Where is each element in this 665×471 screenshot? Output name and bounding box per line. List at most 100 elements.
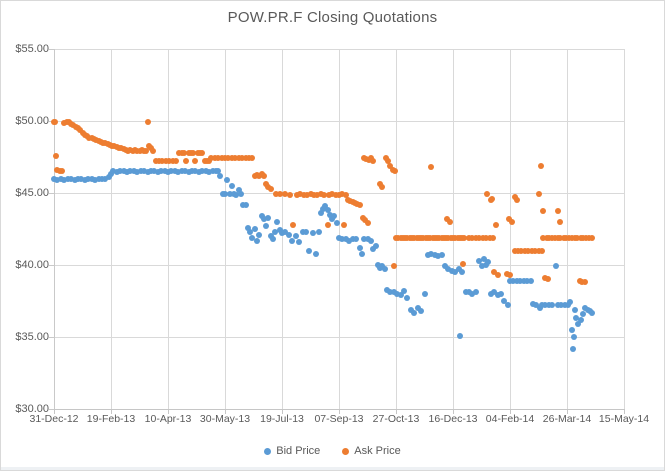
data-point-bid-price[interactable]	[414, 305, 421, 312]
data-point-ask-price[interactable]	[150, 148, 157, 155]
data-point-ask-price[interactable]	[235, 155, 242, 162]
data-point-ask-price[interactable]	[489, 234, 496, 241]
data-point-bid-price[interactable]	[238, 191, 244, 198]
data-point-ask-price[interactable]	[208, 155, 215, 162]
data-point-bid-price[interactable]	[263, 223, 269, 230]
data-point-bid-price[interactable]	[235, 187, 242, 194]
data-point-ask-price[interactable]	[329, 191, 336, 198]
data-point-bid-price[interactable]	[265, 214, 272, 221]
data-point-ask-price[interactable]	[476, 234, 483, 241]
data-point-bid-price[interactable]	[455, 266, 462, 273]
data-point-ask-price[interactable]	[521, 247, 528, 254]
data-point-ask-price[interactable]	[513, 197, 520, 204]
data-point-ask-price[interactable]	[479, 235, 486, 242]
data-point-bid-price[interactable]	[175, 169, 182, 176]
data-point-bid-price[interactable]	[480, 256, 487, 263]
data-point-bid-price[interactable]	[317, 210, 324, 217]
data-point-bid-price[interactable]	[233, 192, 240, 199]
data-point-ask-price[interactable]	[260, 172, 267, 179]
data-point-ask-price[interactable]	[538, 248, 545, 255]
data-point-bid-price[interactable]	[296, 239, 303, 245]
data-point-bid-price[interactable]	[554, 302, 561, 309]
data-point-ask-price[interactable]	[290, 221, 297, 228]
data-point-bid-price[interactable]	[472, 289, 479, 296]
data-point-ask-price[interactable]	[568, 234, 575, 241]
data-point-ask-price[interactable]	[183, 158, 190, 165]
data-point-ask-price[interactable]	[166, 157, 173, 164]
data-point-ask-price[interactable]	[580, 235, 586, 242]
data-point-bid-price[interactable]	[397, 292, 404, 299]
data-point-bid-price[interactable]	[165, 169, 171, 176]
data-point-ask-price[interactable]	[491, 269, 497, 276]
data-point-bid-price[interactable]	[459, 269, 466, 276]
data-point-ask-price[interactable]	[339, 191, 346, 198]
data-point-ask-price[interactable]	[325, 192, 332, 199]
data-point-bid-price[interactable]	[545, 302, 552, 309]
data-point-bid-price[interactable]	[141, 168, 148, 175]
data-point-bid-price[interactable]	[113, 169, 120, 176]
data-point-bid-price[interactable]	[485, 259, 492, 266]
data-point-bid-price[interactable]	[524, 277, 531, 284]
data-point-bid-price[interactable]	[445, 266, 452, 273]
data-point-ask-price[interactable]	[273, 190, 280, 197]
data-point-bid-price[interactable]	[182, 168, 189, 175]
data-point-ask-price[interactable]	[494, 272, 501, 279]
data-point-ask-price[interactable]	[242, 155, 249, 162]
data-point-bid-price[interactable]	[313, 250, 320, 257]
data-point-bid-price[interactable]	[117, 168, 124, 175]
data-point-bid-price[interactable]	[418, 308, 425, 315]
data-point-bid-price[interactable]	[411, 309, 418, 316]
data-point-bid-price[interactable]	[448, 267, 455, 274]
data-point-bid-price[interactable]	[558, 302, 565, 309]
data-point-bid-price[interactable]	[577, 316, 584, 323]
data-point-bid-price[interactable]	[358, 250, 365, 257]
data-point-bid-price[interactable]	[336, 234, 342, 241]
data-point-ask-price[interactable]	[585, 234, 592, 241]
data-point-ask-price[interactable]	[428, 164, 435, 171]
data-point-ask-price[interactable]	[222, 155, 228, 162]
data-point-bid-price[interactable]	[487, 290, 494, 297]
data-point-bid-price[interactable]	[108, 171, 114, 178]
data-point-ask-price[interactable]	[509, 218, 516, 225]
data-point-bid-price[interactable]	[228, 182, 235, 189]
data-point-bid-price[interactable]	[421, 290, 428, 297]
data-point-bid-price[interactable]	[144, 169, 151, 176]
data-point-bid-price[interactable]	[282, 228, 289, 235]
data-point-ask-price[interactable]	[336, 192, 342, 199]
data-point-bid-price[interactable]	[435, 253, 442, 260]
data-point-bid-price[interactable]	[195, 169, 202, 176]
data-point-bid-price[interactable]	[339, 236, 346, 243]
data-point-ask-price[interactable]	[152, 157, 159, 164]
data-point-ask-price[interactable]	[518, 248, 525, 255]
data-point-ask-price[interactable]	[304, 192, 311, 199]
data-point-ask-price[interactable]	[469, 234, 476, 241]
data-point-ask-price[interactable]	[249, 155, 256, 162]
legend-item-bid[interactable]: Bid Price	[264, 445, 320, 457]
data-point-bid-price[interactable]	[361, 236, 368, 243]
data-point-bid-price[interactable]	[353, 236, 360, 243]
data-point-ask-price[interactable]	[143, 147, 150, 154]
data-point-ask-price[interactable]	[535, 247, 542, 254]
data-point-bid-price[interactable]	[88, 176, 95, 183]
data-point-ask-price[interactable]	[155, 158, 162, 165]
data-point-ask-price[interactable]	[314, 192, 321, 199]
data-point-ask-price[interactable]	[472, 235, 479, 242]
data-point-ask-price[interactable]	[225, 154, 232, 161]
data-point-bid-price[interactable]	[209, 168, 216, 175]
data-point-ask-price[interactable]	[293, 192, 300, 199]
data-point-bid-price[interactable]	[202, 168, 209, 175]
data-point-ask-price[interactable]	[370, 158, 377, 165]
data-point-ask-price[interactable]	[460, 260, 467, 267]
data-point-bid-price[interactable]	[507, 277, 513, 284]
data-point-bid-price[interactable]	[438, 251, 445, 258]
data-point-bid-price[interactable]	[274, 218, 281, 225]
data-point-bid-price[interactable]	[285, 231, 292, 238]
data-point-ask-price[interactable]	[557, 218, 564, 225]
data-point-ask-price[interactable]	[232, 154, 239, 161]
data-point-bid-price[interactable]	[466, 289, 472, 296]
data-point-ask-price[interactable]	[505, 215, 512, 222]
data-point-bid-price[interactable]	[247, 228, 254, 235]
data-point-bid-price[interactable]	[85, 176, 92, 183]
data-point-bid-price[interactable]	[538, 302, 545, 309]
data-point-bid-price[interactable]	[572, 306, 578, 313]
